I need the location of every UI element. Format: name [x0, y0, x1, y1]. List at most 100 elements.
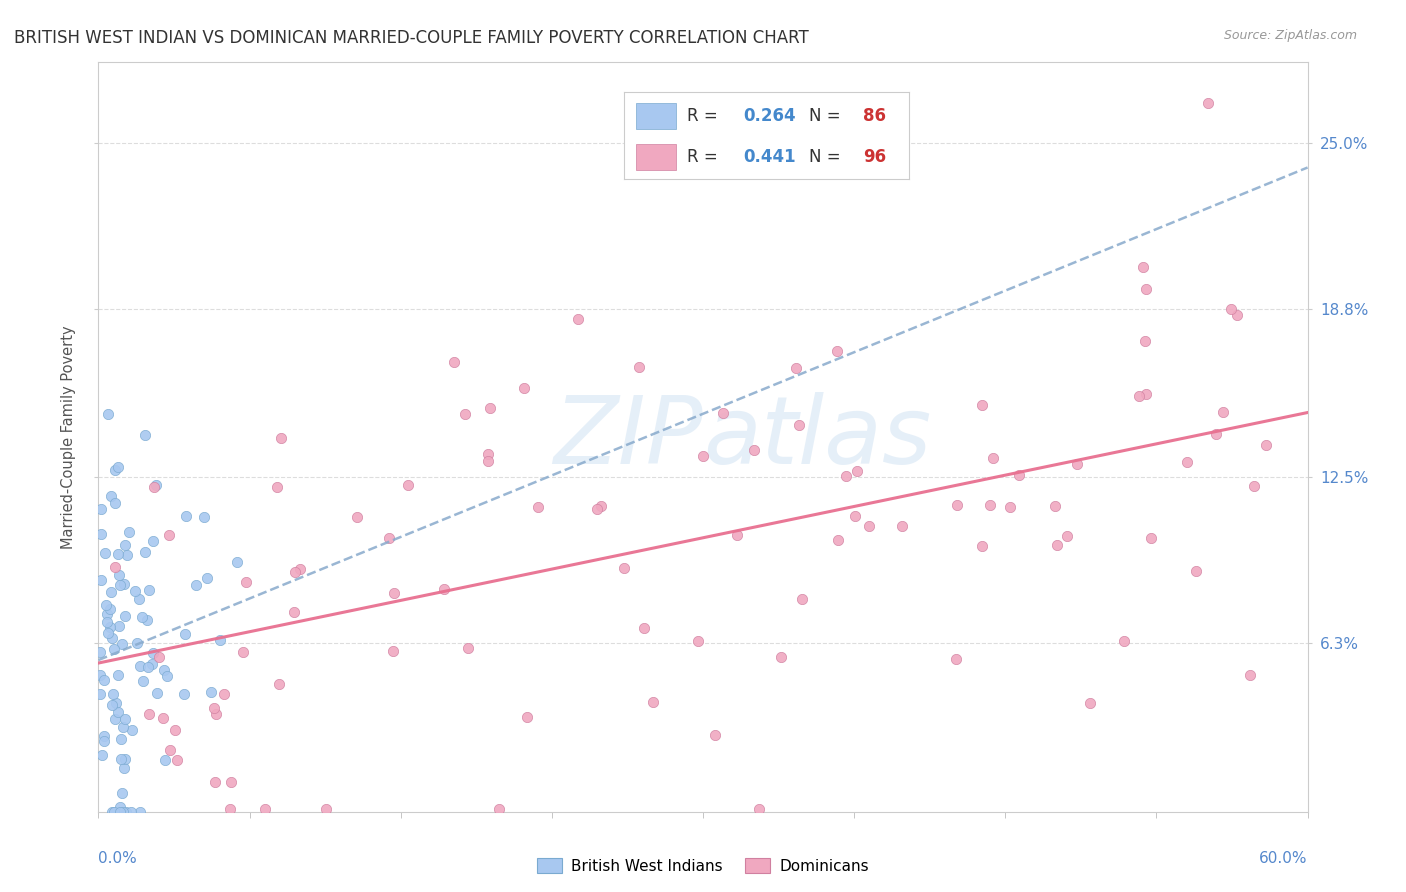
Point — [846, 464, 869, 478]
Point — [89, 667, 111, 681]
Point — [101, 631, 124, 645]
Point — [433, 582, 456, 596]
Point — [104, 496, 127, 510]
Point — [107, 667, 129, 681]
Point — [97, 408, 120, 422]
Point — [692, 450, 714, 464]
Point — [153, 663, 176, 677]
Point — [107, 705, 129, 719]
Point — [267, 677, 290, 691]
Point — [159, 742, 181, 756]
Point — [235, 574, 257, 589]
Point — [98, 602, 121, 616]
Point — [478, 401, 501, 416]
Point — [184, 578, 207, 592]
Point — [585, 501, 607, 516]
Text: 0.0%: 0.0% — [98, 851, 138, 865]
Point — [110, 578, 132, 592]
Point — [1225, 308, 1247, 322]
Point — [129, 805, 152, 819]
Point — [93, 729, 115, 743]
Text: BRITISH WEST INDIAN VS DOMINICAN MARRIED-COUPLE FAMILY POVERTY CORRELATION CHART: BRITISH WEST INDIAN VS DOMINICAN MARRIED… — [14, 29, 808, 47]
Point — [110, 805, 132, 819]
Point — [825, 343, 848, 358]
Point — [96, 607, 118, 621]
Point — [218, 802, 240, 816]
Point — [131, 609, 153, 624]
Point — [981, 450, 1004, 465]
Point — [1132, 260, 1154, 275]
Point — [174, 509, 197, 524]
Point — [114, 538, 136, 552]
Point — [195, 571, 218, 585]
Point — [101, 698, 124, 712]
Point — [232, 645, 254, 659]
Point — [112, 577, 135, 591]
Point — [844, 509, 866, 524]
Point — [1114, 633, 1136, 648]
Point — [142, 646, 165, 660]
Point — [103, 642, 125, 657]
Point — [93, 673, 115, 687]
Point — [891, 518, 914, 533]
Point — [725, 528, 748, 542]
Point — [111, 720, 134, 734]
Text: Source: ZipAtlas.com: Source: ZipAtlas.com — [1223, 29, 1357, 43]
Point — [93, 734, 115, 748]
Point — [121, 723, 143, 737]
Point — [212, 687, 235, 701]
Point — [827, 533, 849, 547]
Point — [89, 687, 111, 701]
Point — [200, 685, 222, 699]
Point — [104, 712, 127, 726]
Point — [174, 627, 197, 641]
Point — [748, 802, 770, 816]
Point — [516, 709, 538, 723]
Point — [1184, 564, 1206, 578]
Point — [346, 510, 368, 524]
Point — [136, 613, 159, 627]
Point — [132, 674, 155, 689]
Point — [858, 519, 880, 533]
Legend: British West Indians, Dominicans: British West Indians, Dominicans — [531, 852, 875, 880]
Point — [110, 786, 132, 800]
Point — [114, 752, 136, 766]
Point — [100, 585, 122, 599]
Point — [114, 609, 136, 624]
Point — [381, 644, 404, 658]
Point — [790, 592, 813, 607]
Point — [284, 565, 307, 579]
Point — [96, 615, 118, 629]
Point — [1135, 386, 1157, 401]
Point — [1212, 405, 1234, 419]
Point — [110, 800, 132, 814]
Point — [90, 747, 112, 762]
Point — [527, 500, 550, 514]
Point — [835, 469, 858, 483]
Point — [225, 555, 247, 569]
Point — [253, 802, 276, 816]
Point — [1205, 427, 1227, 442]
Point — [108, 805, 131, 819]
Point — [1197, 95, 1219, 110]
Point — [138, 582, 160, 597]
Point — [1043, 500, 1066, 514]
Point — [98, 620, 121, 634]
Point — [193, 510, 215, 524]
Point — [998, 500, 1021, 515]
Point — [1056, 529, 1078, 543]
Point — [124, 584, 146, 599]
Point — [89, 645, 111, 659]
Point — [90, 502, 112, 516]
Point — [141, 534, 163, 549]
Point — [742, 443, 765, 458]
Point — [111, 637, 134, 651]
Point — [1128, 389, 1150, 403]
Y-axis label: Married-Couple Family Poverty: Married-Couple Family Poverty — [60, 326, 76, 549]
Point — [288, 561, 311, 575]
Point — [202, 701, 225, 715]
Point — [1256, 438, 1278, 452]
Point — [156, 669, 179, 683]
Point — [128, 658, 150, 673]
Point — [104, 696, 127, 710]
